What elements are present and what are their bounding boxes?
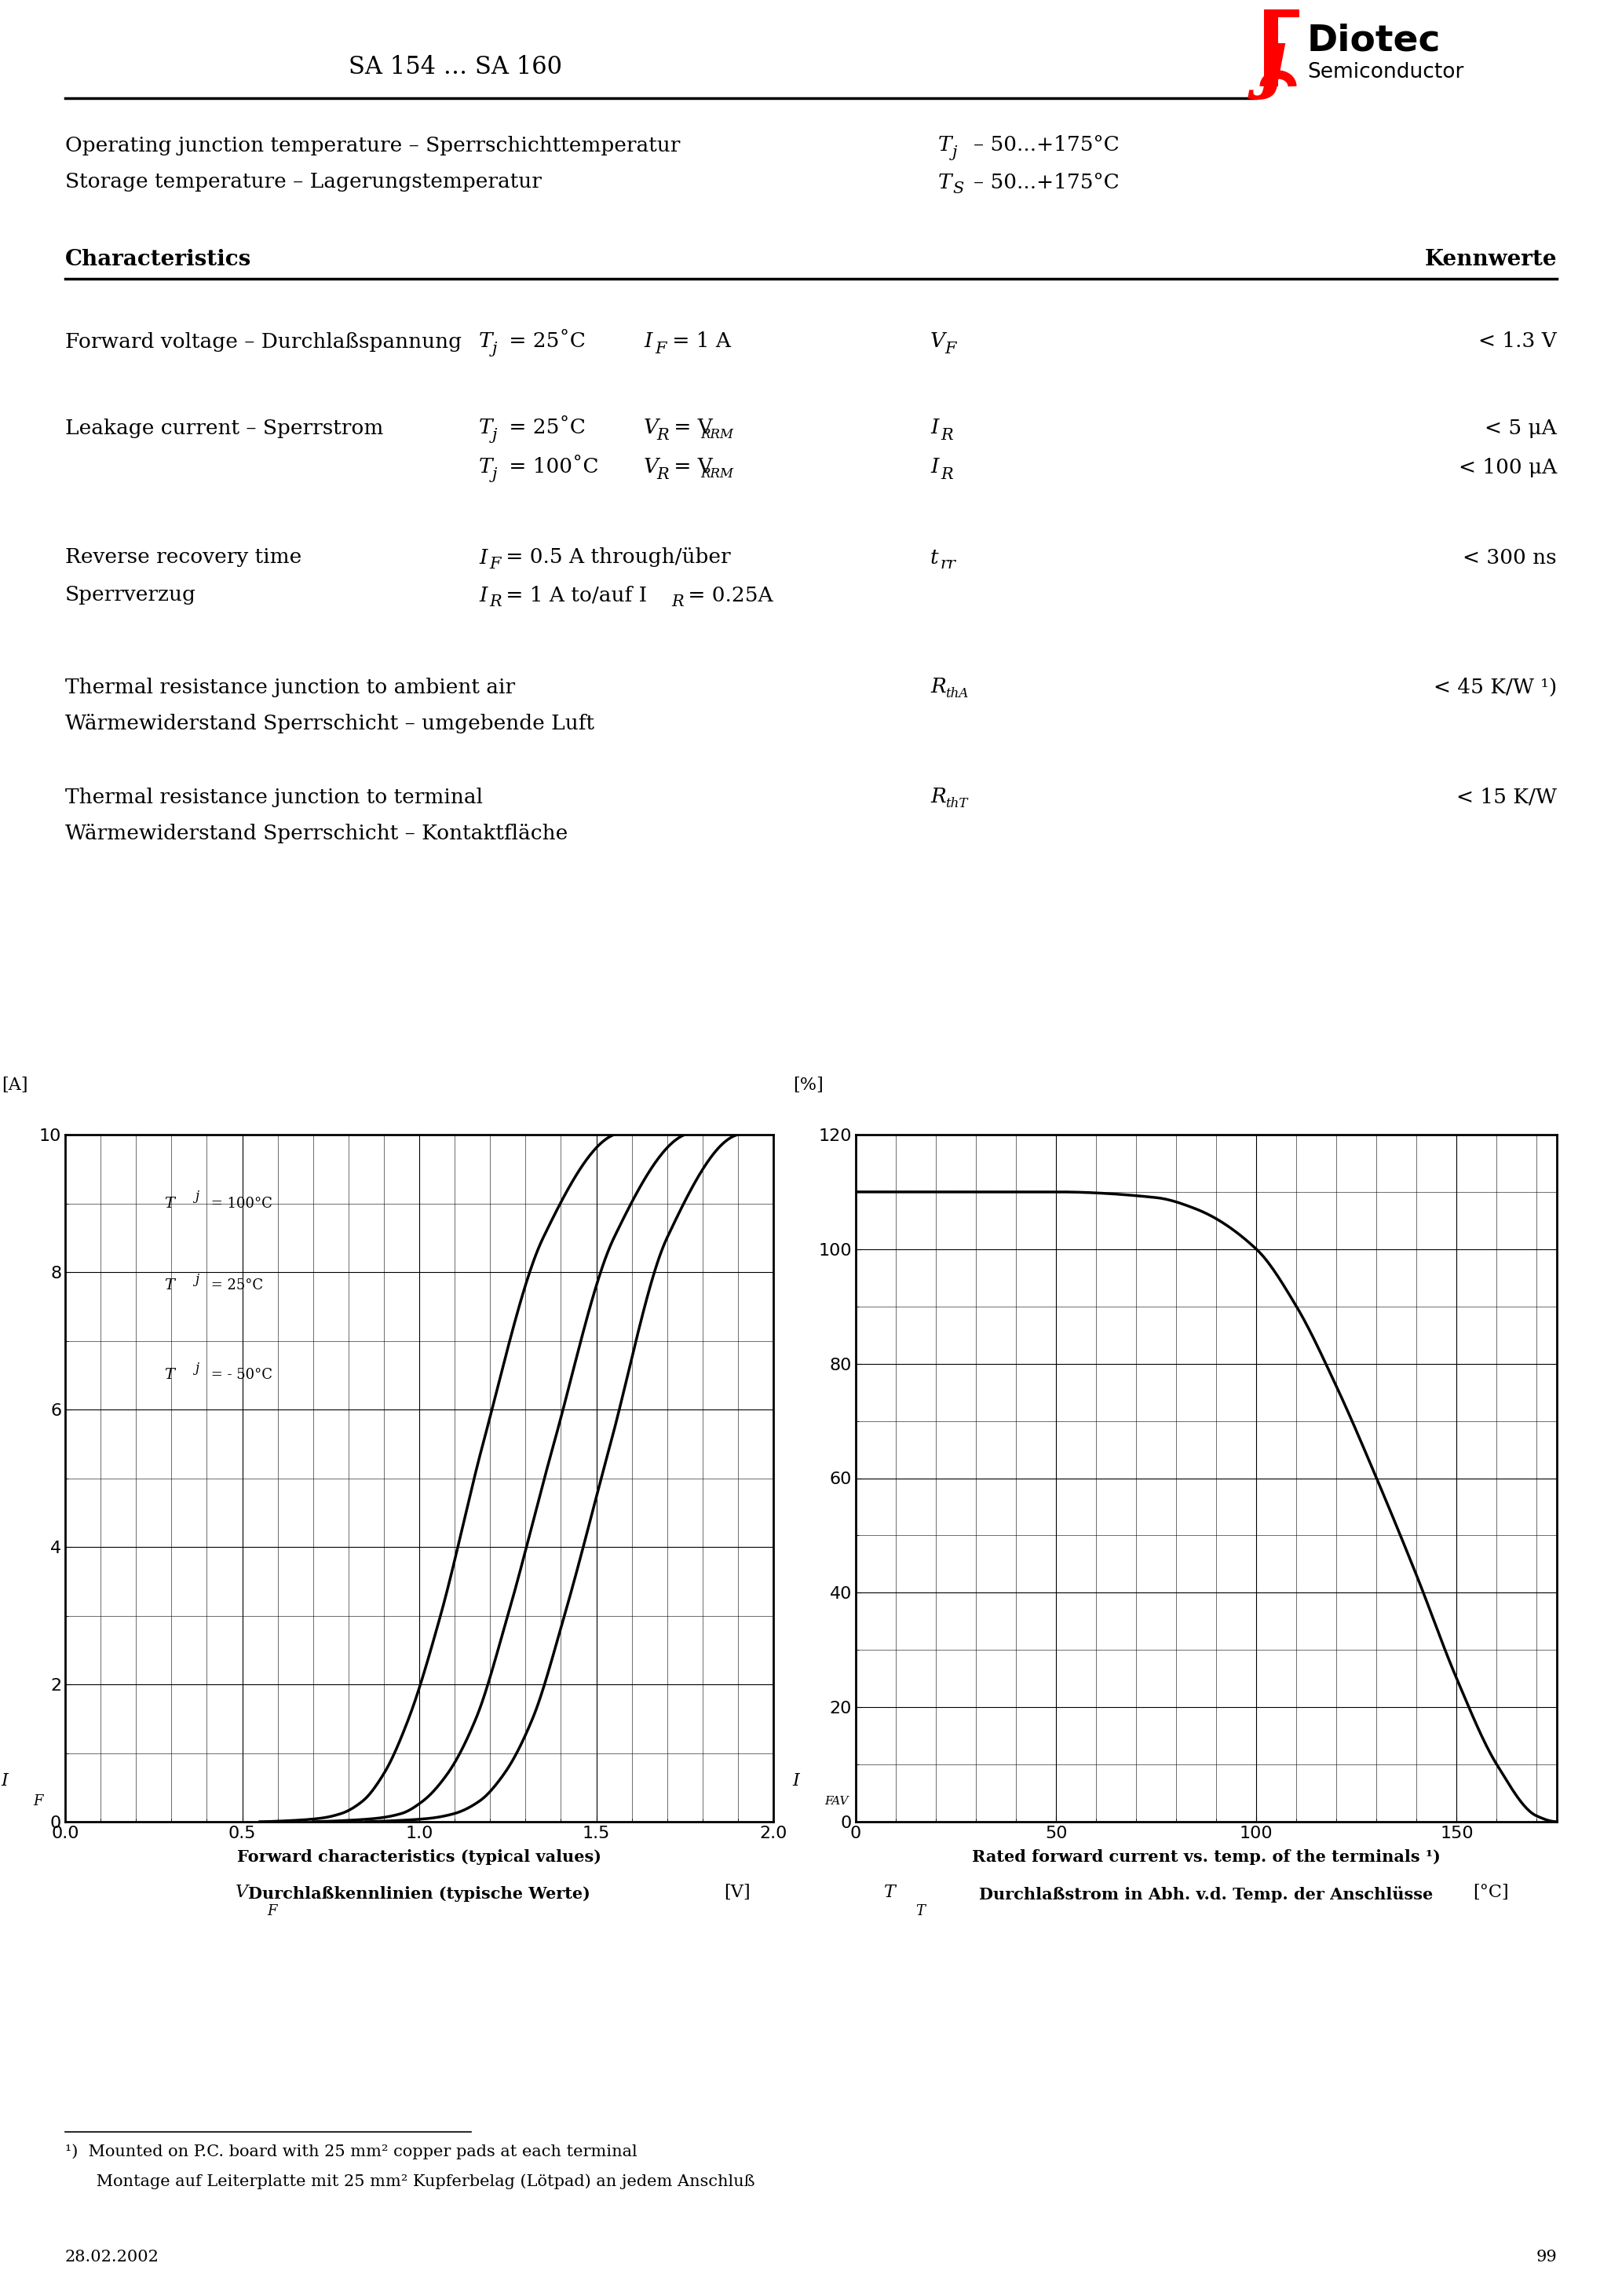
Text: FAV: FAV bbox=[824, 1795, 848, 1807]
Text: RRM: RRM bbox=[701, 468, 733, 480]
Text: Thermal resistance junction to ambient air: Thermal resistance junction to ambient a… bbox=[65, 677, 516, 698]
Text: = V: = V bbox=[667, 457, 712, 478]
Text: I: I bbox=[2, 1773, 8, 1789]
Text: T: T bbox=[478, 418, 493, 439]
Text: < 300 ns: < 300 ns bbox=[1463, 549, 1557, 567]
Text: SA 154 … SA 160: SA 154 … SA 160 bbox=[349, 55, 563, 78]
Text: R: R bbox=[931, 788, 946, 806]
Text: = 0.5 A through/über: = 0.5 A through/über bbox=[500, 549, 730, 567]
Text: V: V bbox=[235, 1883, 248, 1901]
Text: R: R bbox=[931, 677, 946, 698]
Text: j: j bbox=[491, 466, 498, 482]
Text: T: T bbox=[164, 1368, 175, 1382]
Text: Storage temperature – Lagerungstemperatur: Storage temperature – Lagerungstemperatu… bbox=[65, 172, 542, 193]
Text: [A]: [A] bbox=[2, 1077, 28, 1093]
Text: Wärmewiderstand Sperrschicht – Kontaktfläche: Wärmewiderstand Sperrschicht – Kontaktfl… bbox=[65, 824, 568, 843]
Text: Durchlaßkennlinien (typische Werte): Durchlaßkennlinien (typische Werte) bbox=[248, 1885, 590, 1901]
FancyBboxPatch shape bbox=[1264, 9, 1299, 18]
Text: F: F bbox=[655, 342, 667, 356]
Text: = 25°C: = 25°C bbox=[206, 1279, 263, 1293]
Text: Rated forward current vs. temp. of the terminals ¹): Rated forward current vs. temp. of the t… bbox=[972, 1848, 1440, 1864]
Text: = 100°C: = 100°C bbox=[206, 1196, 272, 1210]
Text: t: t bbox=[931, 549, 939, 567]
Text: Forward voltage – Durchlaßspannung: Forward voltage – Durchlaßspannung bbox=[65, 331, 462, 351]
Text: V: V bbox=[644, 457, 659, 478]
Text: S: S bbox=[952, 181, 963, 197]
Text: T: T bbox=[938, 135, 952, 156]
Text: V: V bbox=[644, 418, 659, 439]
Text: = 100˚C: = 100˚C bbox=[503, 457, 599, 478]
Text: j: j bbox=[195, 1189, 198, 1203]
Text: = 1 A: = 1 A bbox=[665, 331, 732, 351]
Text: Thermal resistance junction to terminal: Thermal resistance junction to terminal bbox=[65, 788, 483, 806]
Text: I: I bbox=[478, 585, 487, 606]
Text: T: T bbox=[938, 172, 952, 193]
Text: < 15 K/W: < 15 K/W bbox=[1457, 788, 1557, 806]
Text: R: R bbox=[490, 595, 501, 611]
Text: [V]: [V] bbox=[723, 1883, 749, 1901]
Text: F: F bbox=[490, 558, 501, 572]
Text: < 100 μA: < 100 μA bbox=[1458, 457, 1557, 478]
FancyBboxPatch shape bbox=[1264, 11, 1278, 87]
Text: Montage auf Leiterplatte mit 25 mm² Kupferbelag (Lötpad) an jedem Anschluß: Montage auf Leiterplatte mit 25 mm² Kupf… bbox=[65, 2174, 754, 2188]
Text: I: I bbox=[793, 1773, 800, 1789]
Text: Kennwerte: Kennwerte bbox=[1424, 248, 1557, 269]
Text: V: V bbox=[931, 331, 946, 351]
Text: Diotec: Diotec bbox=[1307, 23, 1440, 57]
Text: j: j bbox=[952, 145, 957, 161]
Text: 99: 99 bbox=[1536, 2250, 1557, 2264]
Text: j: j bbox=[195, 1272, 198, 1286]
Text: – 50...+175°C: – 50...+175°C bbox=[973, 172, 1119, 193]
Text: Sperrverzug: Sperrverzug bbox=[65, 585, 196, 606]
Text: thA: thA bbox=[946, 687, 968, 700]
Text: – 50...+175°C: – 50...+175°C bbox=[973, 135, 1119, 156]
Text: RRM: RRM bbox=[701, 429, 733, 441]
Text: Leakage current – Sperrstrom: Leakage current – Sperrstrom bbox=[65, 418, 383, 439]
Text: T: T bbox=[884, 1883, 895, 1901]
Text: I: I bbox=[478, 549, 487, 567]
Text: I: I bbox=[931, 418, 939, 439]
Text: 28.02.2002: 28.02.2002 bbox=[65, 2250, 159, 2264]
Text: I: I bbox=[931, 457, 939, 478]
Text: = - 50°C: = - 50°C bbox=[206, 1368, 272, 1382]
Text: Semiconductor: Semiconductor bbox=[1307, 62, 1463, 83]
Text: j: j bbox=[195, 1362, 198, 1375]
Text: T: T bbox=[915, 1903, 925, 1917]
Text: = 0.25A: = 0.25A bbox=[681, 585, 774, 606]
Text: [°C]: [°C] bbox=[1473, 1883, 1508, 1901]
Text: R: R bbox=[672, 595, 683, 611]
Text: Forward characteristics (typical values): Forward characteristics (typical values) bbox=[237, 1848, 602, 1864]
Text: thT: thT bbox=[946, 797, 968, 810]
Text: = 25˚C: = 25˚C bbox=[503, 331, 586, 351]
Text: < 45 K/W ¹): < 45 K/W ¹) bbox=[1434, 677, 1557, 698]
Text: F: F bbox=[944, 342, 955, 356]
Text: Wärmewiderstand Sperrschicht – umgebende Luft: Wärmewiderstand Sperrschicht – umgebende… bbox=[65, 714, 594, 735]
Text: ȷ: ȷ bbox=[1259, 25, 1286, 99]
Text: Reverse recovery time: Reverse recovery time bbox=[65, 549, 302, 567]
Text: ¹)  Mounted on P.C. board with 25 mm² copper pads at each terminal: ¹) Mounted on P.C. board with 25 mm² cop… bbox=[65, 2144, 637, 2158]
Text: < 1.3 V: < 1.3 V bbox=[1479, 331, 1557, 351]
Text: j: j bbox=[491, 342, 498, 356]
Text: R: R bbox=[657, 427, 668, 443]
Text: = 25˚C: = 25˚C bbox=[503, 418, 586, 439]
Text: Durchlaßstrom in Abh. v.d. Temp. der Anschlüsse: Durchlaßstrom in Abh. v.d. Temp. der Ans… bbox=[980, 1885, 1434, 1903]
Text: j: j bbox=[491, 427, 498, 443]
Text: F: F bbox=[34, 1793, 44, 1809]
Text: Operating junction temperature – Sperrschichttemperatur: Operating junction temperature – Sperrsc… bbox=[65, 135, 680, 156]
Text: R: R bbox=[657, 466, 668, 482]
Text: T: T bbox=[478, 457, 493, 478]
Text: rr: rr bbox=[941, 558, 957, 572]
Text: [%]: [%] bbox=[793, 1077, 822, 1093]
Text: T: T bbox=[164, 1279, 175, 1293]
Text: R: R bbox=[941, 466, 952, 482]
Text: T: T bbox=[164, 1196, 175, 1210]
Text: R: R bbox=[941, 427, 952, 443]
Text: F: F bbox=[268, 1903, 277, 1917]
Text: = 1 A to/auf I: = 1 A to/auf I bbox=[500, 585, 647, 606]
Text: I: I bbox=[644, 331, 652, 351]
Text: = V: = V bbox=[667, 418, 712, 439]
Text: < 5 μA: < 5 μA bbox=[1484, 418, 1557, 439]
Text: Characteristics: Characteristics bbox=[65, 248, 251, 269]
Text: T: T bbox=[478, 331, 493, 351]
